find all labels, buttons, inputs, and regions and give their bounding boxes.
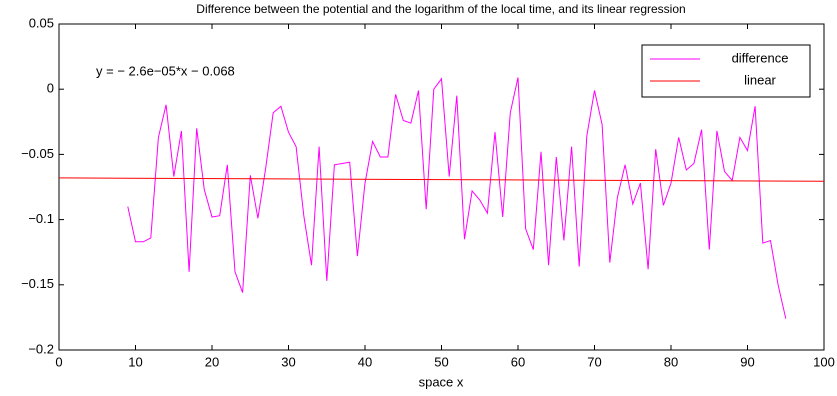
- x-tick-label: 100: [813, 354, 835, 369]
- x-tick-label: 20: [205, 354, 219, 369]
- x-tick-label: 80: [664, 354, 678, 369]
- y-tick-label: 0.05: [29, 15, 54, 30]
- x-tick-label: 90: [740, 354, 754, 369]
- y-tick-label: −0.05: [21, 146, 54, 161]
- x-tick-label: 10: [128, 354, 142, 369]
- legend-label: linear: [744, 72, 776, 87]
- legend-box: [641, 44, 811, 98]
- legend-label: difference: [732, 50, 789, 65]
- y-tick-label: −0.15: [21, 276, 54, 291]
- x-tick-label: 50: [434, 354, 448, 369]
- y-tick-label: 0: [47, 81, 54, 96]
- x-tick-label: 0: [55, 354, 62, 369]
- y-tick-label: −0.1: [28, 211, 54, 226]
- series-line: [127, 77, 787, 319]
- y-tick-label: −0.2: [28, 341, 54, 356]
- annotation: y = − 2.6e−05*x − 0.068: [96, 63, 235, 78]
- x-tick-label: 30: [281, 354, 295, 369]
- series-line: [58, 177, 825, 182]
- x-tick-label: 70: [587, 354, 601, 369]
- chart-title: Difference between the potential and the…: [196, 2, 685, 16]
- x-tick-label: 60: [511, 354, 525, 369]
- x-axis-label: space x: [419, 374, 464, 389]
- x-tick-label: 40: [358, 354, 372, 369]
